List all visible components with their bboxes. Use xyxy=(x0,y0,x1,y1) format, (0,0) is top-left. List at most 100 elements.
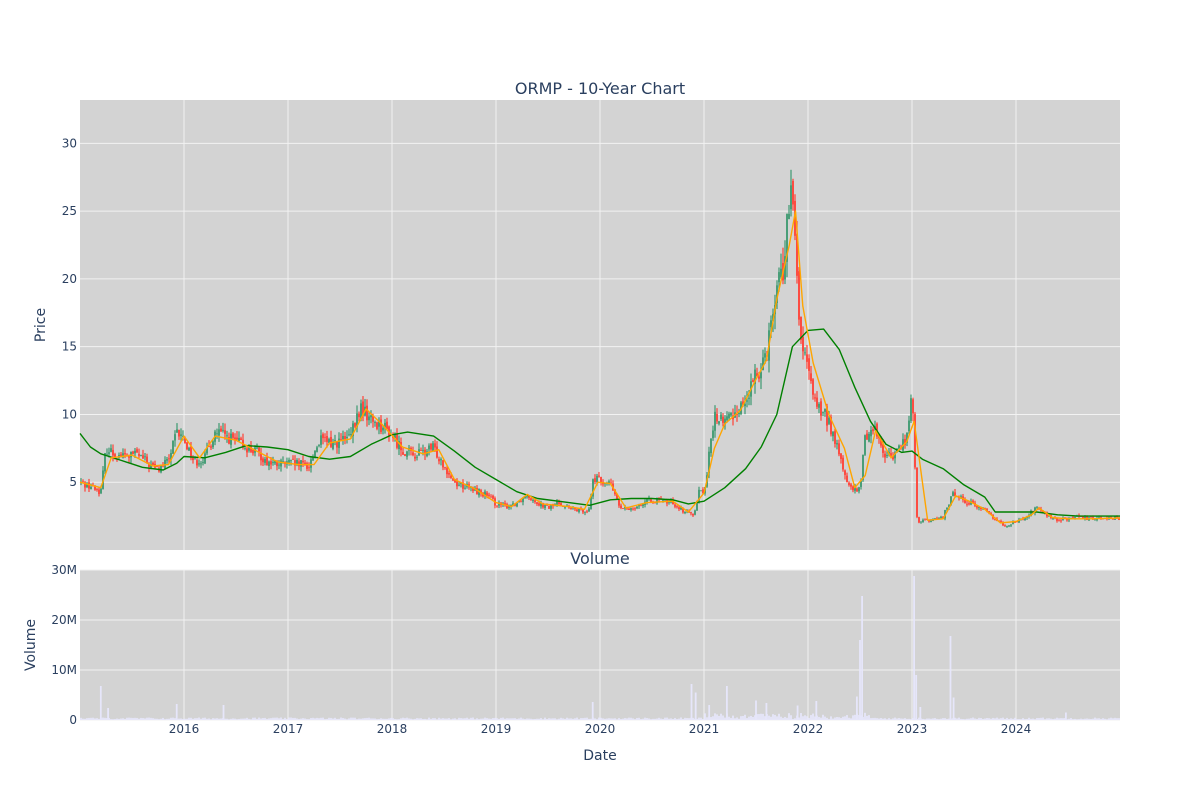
candle-body xyxy=(350,434,352,436)
volume-bar xyxy=(242,718,244,720)
volume-bar xyxy=(584,717,586,720)
candle-body xyxy=(808,358,810,371)
x-tick-label: 2018 xyxy=(377,722,408,736)
volume-bar xyxy=(372,718,374,720)
candle-body xyxy=(342,435,344,440)
volume-bar xyxy=(610,718,612,720)
short-moving-average-line xyxy=(79,210,1121,524)
candle-body xyxy=(682,507,684,513)
candle-body xyxy=(848,482,850,485)
volume-bar xyxy=(626,718,628,720)
volume-bar xyxy=(544,717,546,720)
candle-body xyxy=(100,488,102,494)
candle-body xyxy=(270,461,272,465)
candle-body xyxy=(844,470,846,475)
volume-bar xyxy=(358,718,360,720)
candle-body xyxy=(708,451,710,474)
volume-bar xyxy=(830,716,832,720)
candle-body xyxy=(548,506,550,509)
price-y-tick-label: 20 xyxy=(62,272,77,286)
volume-bar xyxy=(698,717,700,720)
volume-bar xyxy=(120,718,122,720)
volume-bar xyxy=(640,719,642,720)
volume-bar xyxy=(616,719,618,720)
candle-body xyxy=(1010,524,1012,526)
candle-body xyxy=(842,457,844,470)
candle-body xyxy=(498,502,500,506)
volume-bar xyxy=(80,717,82,720)
candle-body xyxy=(146,456,148,463)
candle-body xyxy=(194,458,196,460)
volume-bar xyxy=(534,718,536,720)
candle-body xyxy=(730,413,732,416)
candle-body xyxy=(148,463,150,467)
volume-bar xyxy=(210,719,212,720)
volume-bar xyxy=(484,717,486,720)
volume-bar xyxy=(902,718,904,720)
candle-body xyxy=(288,459,290,463)
volume-bar xyxy=(272,717,274,720)
candle-body xyxy=(262,458,264,463)
candle-body xyxy=(642,504,644,506)
volume-bar xyxy=(770,716,772,720)
candle-body xyxy=(264,458,266,463)
volume-bar xyxy=(166,718,168,720)
volume-bar xyxy=(634,719,636,720)
volume-spike-bar xyxy=(919,707,922,720)
volume-bar xyxy=(754,715,756,720)
candle-body xyxy=(246,448,248,453)
candle-body xyxy=(1018,519,1020,523)
candle-body xyxy=(174,434,176,441)
volume-bar xyxy=(706,717,708,720)
x-tick-label: 2021 xyxy=(689,722,720,736)
candle-body xyxy=(1036,507,1038,509)
candle-body xyxy=(238,437,240,441)
volume-bar xyxy=(880,718,882,720)
volume-bar xyxy=(744,714,746,720)
candle-body xyxy=(804,352,806,354)
candle-body xyxy=(292,458,294,460)
candle-body xyxy=(106,454,108,456)
volume-bar xyxy=(94,718,96,720)
volume-bar xyxy=(786,717,788,720)
volume-bar xyxy=(598,717,600,720)
volume-bar xyxy=(128,717,130,720)
candle-body xyxy=(420,450,422,451)
volume-bar xyxy=(202,717,204,720)
candle-body xyxy=(86,483,88,488)
volume-bar xyxy=(116,718,118,720)
volume-bar xyxy=(454,718,456,720)
candle-body xyxy=(168,458,170,460)
candle-body xyxy=(592,479,594,497)
volume-bar xyxy=(1054,718,1056,720)
candle-body xyxy=(746,400,748,402)
volume-bar xyxy=(1116,718,1118,720)
candle-body xyxy=(778,272,780,283)
volume-bar xyxy=(486,718,488,720)
volume-bar xyxy=(1034,719,1036,720)
volume-bar xyxy=(256,718,258,720)
volume-bar xyxy=(788,713,790,720)
volume-bar xyxy=(214,718,216,720)
volume-bar xyxy=(314,718,316,720)
volume-bar xyxy=(1096,718,1098,720)
volume-bar xyxy=(356,719,358,720)
candle-body xyxy=(824,409,826,412)
candle-body xyxy=(320,435,322,445)
volume-bar xyxy=(114,719,116,720)
candle-body xyxy=(794,200,796,236)
candle-body xyxy=(382,427,384,431)
volume-axis-title: Volume xyxy=(23,619,39,671)
volume-bar xyxy=(86,718,88,720)
volume-bar xyxy=(478,719,480,720)
volume-bar xyxy=(622,718,624,720)
price-y-tick-label: 15 xyxy=(62,340,77,354)
candle-body xyxy=(274,460,276,464)
volume-bar xyxy=(806,716,808,720)
candle-body xyxy=(458,484,460,486)
volume-bar xyxy=(1020,719,1022,720)
candle-body xyxy=(696,501,698,511)
volume-bar xyxy=(752,717,754,720)
volume-bar xyxy=(988,718,990,720)
price-y-tick-label: 5 xyxy=(69,475,77,489)
